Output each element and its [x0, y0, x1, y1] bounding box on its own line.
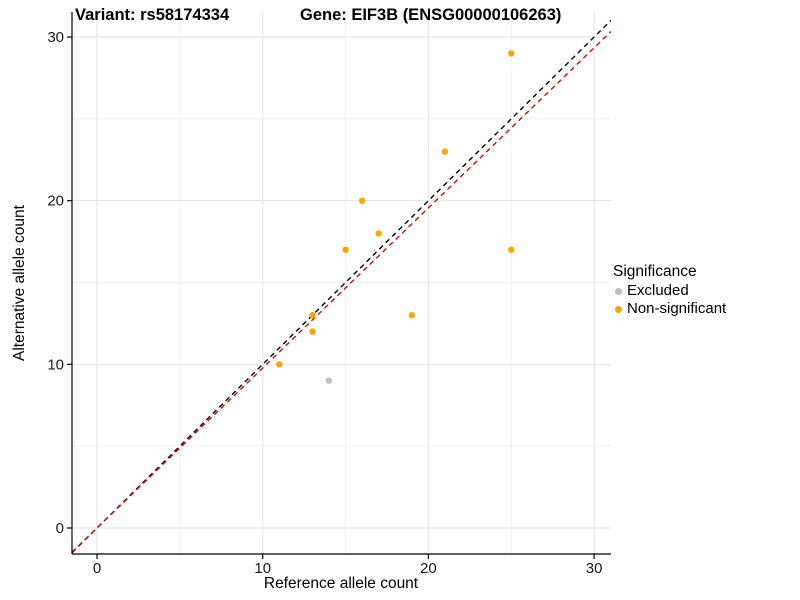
data-point-non-significant: [276, 361, 283, 368]
legend-items: Excluded Non-significant: [613, 282, 726, 318]
legend-item-label: Non-significant: [627, 300, 727, 317]
y-tick-label: 10: [47, 356, 64, 373]
data-point-non-significant: [508, 246, 515, 253]
x-axis-title: Reference allele count: [263, 575, 419, 592]
y-tick-label: 30: [47, 29, 64, 46]
legend: Significance Excluded Non-significant: [613, 263, 726, 318]
legend-item: Excluded: [613, 282, 726, 300]
gene-title: Gene: EIF3B (ENSG00000106263): [300, 6, 562, 24]
data-point-non-significant: [408, 312, 416, 319]
identity-line: [72, 19, 611, 554]
x-tick-label: 30: [586, 560, 603, 577]
y-tick-label: 0: [56, 520, 64, 537]
data-point-non-significant: [358, 197, 366, 204]
data-point-non-significant: [309, 312, 316, 319]
legend-dot-icon: [615, 305, 622, 313]
x-tick-label: 0: [93, 560, 101, 577]
y-tick-label: 20: [47, 193, 64, 210]
x-tick-label: 20: [420, 560, 437, 577]
data-point-non-significant: [441, 148, 449, 155]
data-point-non-significant: [375, 230, 382, 237]
data-point-non-significant: [309, 328, 316, 335]
y-axis-title: Alternative allele count: [11, 205, 28, 361]
variant-title: Variant: rs58174334: [75, 6, 230, 24]
legend-dot-icon: [615, 287, 622, 295]
data-point-excluded: [325, 377, 333, 384]
legend-item: Non-significant: [613, 300, 726, 318]
data-point-non-significant: [508, 50, 515, 57]
legend-item-label: Excluded: [627, 282, 689, 299]
data-point-non-significant: [342, 246, 349, 253]
expected-ratio-line: [72, 31, 611, 553]
x-tick-label: 10: [254, 560, 271, 577]
legend-title: Significance: [613, 263, 697, 280]
